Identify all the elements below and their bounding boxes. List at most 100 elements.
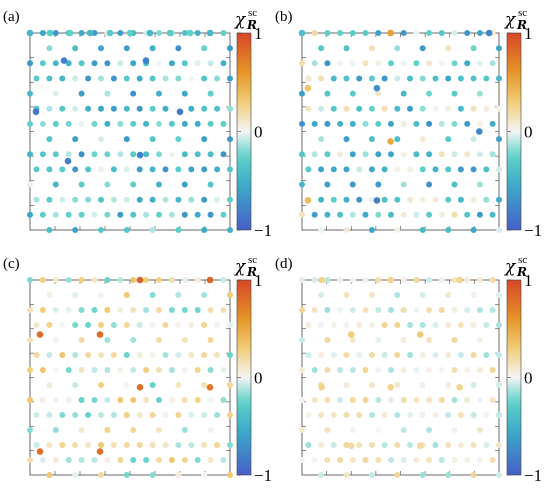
lattice-site bbox=[104, 397, 111, 403]
lattice-site bbox=[33, 352, 40, 358]
lattice-site bbox=[470, 382, 477, 388]
lattice-site bbox=[426, 397, 433, 403]
lattice-site bbox=[419, 322, 426, 328]
lattice-site bbox=[362, 151, 369, 158]
highlight-site bbox=[146, 29, 154, 37]
lattice-site bbox=[59, 75, 66, 82]
lattice-site bbox=[220, 307, 227, 313]
lattice-site bbox=[305, 352, 312, 358]
lattice-site bbox=[394, 45, 401, 52]
lattice-site bbox=[470, 45, 477, 52]
lattice-site bbox=[168, 457, 175, 463]
lattice-site bbox=[123, 382, 130, 388]
lattice-site bbox=[220, 397, 227, 403]
lattice-site bbox=[52, 211, 59, 218]
lattice-site bbox=[470, 166, 477, 173]
lattice-site bbox=[438, 30, 445, 36]
lattice-site bbox=[194, 277, 201, 283]
lattice-site bbox=[464, 307, 471, 313]
lattice-site bbox=[330, 412, 337, 418]
lattice-site bbox=[98, 196, 104, 203]
colorbar-tick-label: 1 bbox=[524, 24, 533, 43]
lattice-site bbox=[72, 75, 79, 82]
lattice-site bbox=[98, 75, 104, 82]
lattice-site bbox=[419, 105, 426, 112]
lattice-site bbox=[375, 337, 382, 343]
lattice-site bbox=[318, 227, 325, 233]
highlight-site bbox=[416, 442, 424, 450]
lattice-site bbox=[201, 412, 208, 418]
lattice-site bbox=[72, 412, 79, 418]
lattice-site bbox=[311, 30, 318, 36]
lattice-site bbox=[227, 136, 233, 143]
lattice-site bbox=[324, 427, 331, 433]
lattice-site bbox=[362, 211, 369, 218]
lattice-site bbox=[470, 227, 477, 233]
lattice-site bbox=[356, 412, 363, 418]
lattice-site bbox=[496, 75, 502, 82]
lattice-site bbox=[201, 45, 208, 52]
highlight-site bbox=[416, 331, 424, 338]
lattice-site bbox=[227, 196, 233, 203]
lattice-site bbox=[419, 227, 426, 233]
lattice-site bbox=[432, 105, 439, 112]
lattice-site bbox=[305, 412, 312, 418]
lattice-site bbox=[489, 277, 496, 283]
lattice-site bbox=[156, 277, 162, 283]
lattice-site bbox=[143, 120, 150, 127]
lattice-site bbox=[78, 307, 85, 313]
lattice-site bbox=[349, 60, 356, 67]
lattice-site bbox=[78, 120, 85, 127]
lattice-site bbox=[52, 337, 59, 343]
lattice-site bbox=[149, 45, 156, 52]
lattice-site bbox=[400, 151, 407, 158]
lattice-site bbox=[149, 166, 156, 173]
lattice-site bbox=[65, 367, 72, 373]
lattice-site bbox=[426, 367, 433, 373]
lattice-site bbox=[201, 75, 208, 82]
lattice-site bbox=[388, 211, 394, 218]
lattice-site bbox=[123, 136, 130, 143]
lattice-site bbox=[39, 367, 46, 373]
lattice-site bbox=[318, 352, 325, 358]
lattice-site bbox=[220, 30, 227, 36]
lattice-site bbox=[227, 322, 233, 328]
highlight-site bbox=[456, 384, 463, 391]
lattice-site bbox=[136, 412, 143, 418]
lattice-site bbox=[470, 322, 477, 328]
lattice-site bbox=[419, 412, 426, 418]
lattice-site bbox=[98, 382, 104, 388]
lattice-site bbox=[104, 427, 111, 433]
lattice-site bbox=[220, 60, 227, 67]
lattice-site bbox=[143, 367, 150, 373]
lattice-site bbox=[156, 307, 162, 313]
lattice-site bbox=[470, 105, 477, 112]
highlight-site bbox=[136, 384, 144, 391]
lattice-site bbox=[368, 166, 375, 173]
lattice-site bbox=[110, 322, 117, 328]
lattice-site bbox=[181, 151, 188, 158]
lattice-site bbox=[117, 151, 124, 158]
lattice-site bbox=[201, 196, 208, 203]
lattice-site bbox=[85, 352, 92, 358]
lattice-site bbox=[78, 151, 85, 158]
lattice-site bbox=[78, 30, 85, 36]
lattice-site bbox=[426, 120, 433, 127]
highlight-site bbox=[66, 29, 74, 37]
lattice-site bbox=[162, 75, 169, 82]
lattice-site bbox=[194, 60, 201, 67]
lattice-site bbox=[483, 442, 490, 448]
lattice-site bbox=[27, 277, 33, 283]
lattice-site bbox=[330, 322, 337, 328]
lattice-site bbox=[337, 457, 344, 463]
lattice-site bbox=[368, 382, 375, 388]
lattice-site bbox=[175, 292, 182, 298]
lattice-site bbox=[311, 307, 318, 313]
highlight-site bbox=[26, 29, 34, 37]
lattice-site bbox=[104, 90, 111, 97]
lattice-site bbox=[375, 181, 382, 188]
lattice-site bbox=[175, 227, 182, 233]
lattice-site bbox=[201, 227, 208, 233]
colorbar-tick-label: 1 bbox=[524, 271, 533, 290]
lattice-site bbox=[130, 120, 137, 127]
